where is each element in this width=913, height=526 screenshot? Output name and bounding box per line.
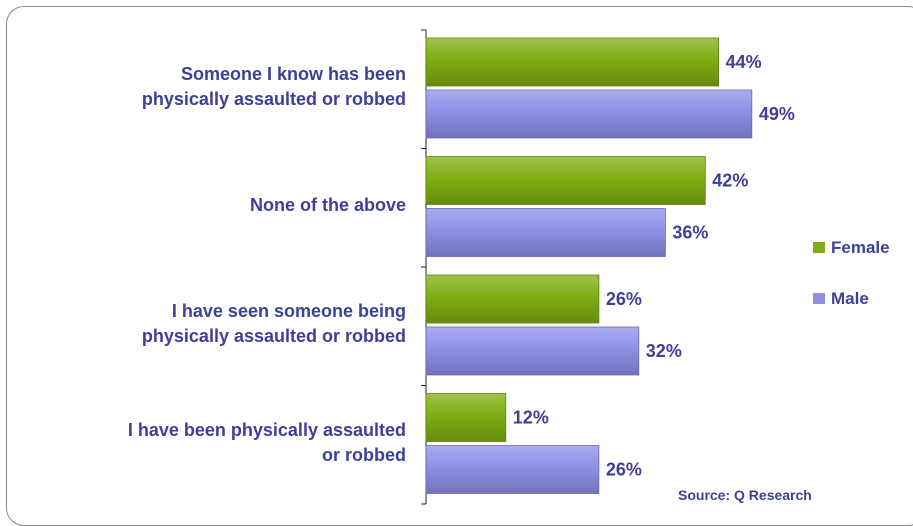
legend-female: Female (813, 238, 890, 258)
category-label: I have been physically assaulted or robb… (127, 419, 406, 465)
bar-female (425, 37, 720, 87)
bar-male (425, 208, 666, 257)
bar-male (425, 445, 600, 494)
bar-male (425, 326, 640, 376)
source-note: Source: Q Research (678, 487, 812, 503)
category-label: None of the above (249, 195, 406, 216)
data-label-male: 26% (606, 460, 642, 480)
category-label: Someone I know has been physically assau… (141, 64, 406, 110)
data-label-male: 49% (759, 104, 795, 124)
data-label-male: 36% (672, 223, 708, 243)
bar-female (425, 393, 507, 442)
bar-female (425, 274, 600, 324)
bar-chart: 44% 49% 42% 36% 26% 32% 12% 26% (421, 29, 795, 505)
bar-male (425, 89, 753, 139)
legend-male-swatch (813, 293, 825, 304)
legend-male: Male (813, 289, 869, 309)
data-label-male: 32% (646, 341, 682, 361)
legend-male-label: Male (831, 289, 869, 308)
bar-female (425, 156, 706, 205)
legend-female-swatch (813, 242, 825, 253)
data-label-female: 12% (513, 408, 549, 428)
data-label-female: 42% (712, 171, 748, 191)
legend-female-label: Female (831, 238, 890, 257)
data-label-female: 26% (606, 289, 642, 309)
category-label: I have seen someone being physically ass… (141, 301, 406, 347)
data-label-female: 44% (726, 52, 762, 72)
